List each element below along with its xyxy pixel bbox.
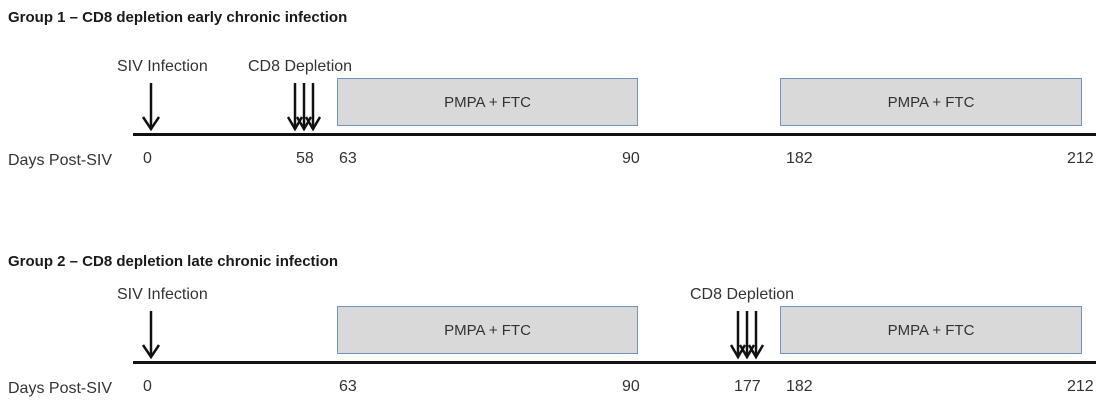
treatment-box: PMPA + FTC: [337, 78, 638, 126]
cd8-depletion-label: CD8 Depletion: [248, 58, 353, 75]
days-post-siv-label: Days Post-SIV: [8, 380, 113, 397]
group-2-title: Group 2 – CD8 depletion late chronic inf…: [8, 253, 339, 270]
cd8-depletion-label: CD8 Depletion: [690, 286, 795, 303]
tick-label: 177: [734, 378, 761, 395]
treatment-box: PMPA + FTC: [780, 306, 1082, 354]
tick-label: 90: [622, 150, 640, 167]
timeline-axis: [133, 133, 1096, 136]
tick-label: 0: [143, 378, 152, 395]
group-1-timeline: Group 1 – CD8 depletion early chronic in…: [0, 0, 1104, 170]
tick-label: 58: [296, 150, 314, 167]
cd8-depletion-arrows-icon: [286, 83, 322, 132]
siv-infection-arrow-icon: [141, 83, 161, 132]
siv-infection-label: SIV Infection: [117, 286, 208, 303]
tick-label: 0: [143, 150, 152, 167]
tick-label: 63: [339, 378, 357, 395]
treatment-box: PMPA + FTC: [780, 78, 1082, 126]
treatment-box: PMPA + FTC: [337, 306, 638, 354]
tick-label: 63: [339, 150, 357, 167]
tick-label: 182: [786, 378, 813, 395]
cd8-depletion-arrows-icon: [729, 311, 765, 360]
group-2-timeline: Group 2 – CD8 depletion late chronic inf…: [0, 244, 1104, 414]
siv-infection-label: SIV Infection: [117, 58, 208, 75]
days-post-siv-label: Days Post-SIV: [8, 152, 113, 169]
tick-label: 182: [786, 150, 813, 167]
tick-label: 212: [1067, 150, 1094, 167]
group-1-title: Group 1 – CD8 depletion early chronic in…: [8, 9, 348, 26]
tick-label: 212: [1067, 378, 1094, 395]
timeline-axis: [133, 361, 1096, 364]
timeline-diagram: Group 1 – CD8 depletion early chronic in…: [0, 0, 1104, 397]
siv-infection-arrow-icon: [141, 311, 161, 360]
tick-label: 90: [622, 378, 640, 395]
